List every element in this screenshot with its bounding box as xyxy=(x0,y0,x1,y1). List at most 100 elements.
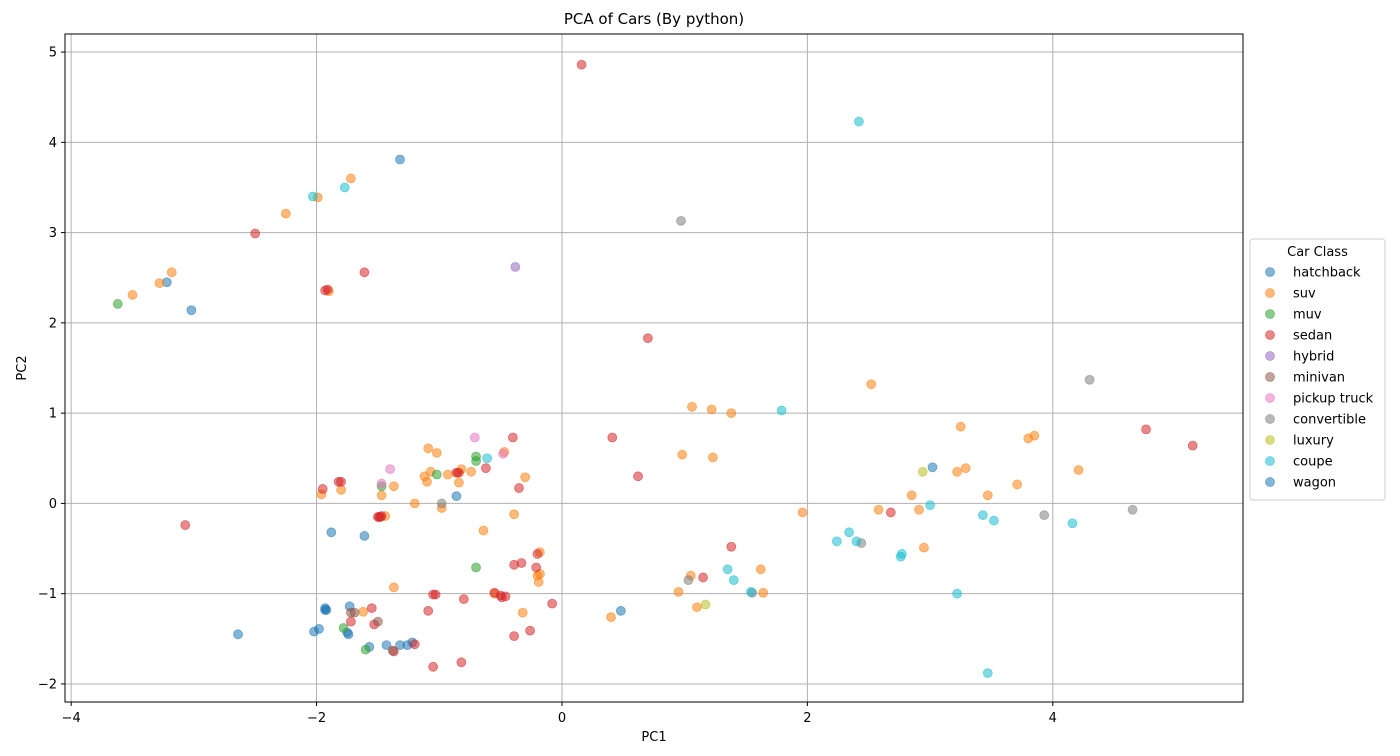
data-point xyxy=(409,639,420,650)
legend: Car Class hatchback suv muv sedan hybrid mini… xyxy=(1249,238,1386,501)
x-axis-label: PC1 xyxy=(641,730,666,745)
y-tick-label: 0 xyxy=(49,497,57,512)
legend-item: hybrid xyxy=(1265,350,1334,365)
legend-marker xyxy=(1265,414,1275,424)
data-point xyxy=(797,507,808,518)
legend-marker xyxy=(1265,330,1275,340)
data-point xyxy=(360,644,371,655)
data-point xyxy=(338,623,349,633)
data-point xyxy=(746,586,756,597)
data-point xyxy=(1039,510,1050,521)
y-tick-label: 2 xyxy=(49,316,57,331)
legend-label: muv xyxy=(1293,308,1322,323)
data-point xyxy=(531,562,542,573)
data-point xyxy=(385,464,396,475)
legend-label: convertible xyxy=(1293,413,1366,428)
legend-marker xyxy=(1265,435,1275,445)
series-luxury xyxy=(700,466,928,610)
data-point xyxy=(1141,424,1151,435)
data-point xyxy=(606,612,616,623)
y-tick-label: 4 xyxy=(49,136,57,151)
data-point xyxy=(431,469,442,480)
data-point xyxy=(687,401,697,412)
data-point xyxy=(509,509,520,520)
data-point xyxy=(376,490,387,501)
data-point xyxy=(500,591,511,602)
data-point xyxy=(1187,440,1198,451)
legend-marker xyxy=(1265,456,1275,466)
legend-item: convertible xyxy=(1265,413,1366,428)
series-suv xyxy=(127,173,1084,623)
y-axis-label: PC2 xyxy=(15,355,30,380)
series-pickup-truck xyxy=(376,432,508,489)
legend-item: suv xyxy=(1265,287,1316,302)
data-point xyxy=(395,154,405,165)
data-point xyxy=(683,575,694,586)
data-point xyxy=(480,463,491,474)
legend-label: luxury xyxy=(1293,434,1334,449)
data-point xyxy=(1029,430,1040,441)
data-point xyxy=(376,478,387,489)
data-point xyxy=(1012,479,1023,490)
data-point xyxy=(346,616,356,627)
legend-item: muv xyxy=(1265,308,1322,323)
data-point xyxy=(469,432,480,443)
data-point xyxy=(955,421,966,432)
data-point xyxy=(1067,518,1078,529)
data-point xyxy=(314,623,324,634)
data-point xyxy=(677,449,688,460)
data-point xyxy=(755,564,766,575)
y-tick-label: 5 xyxy=(49,46,57,61)
data-point xyxy=(359,267,370,278)
data-point xyxy=(642,333,653,344)
data-point xyxy=(112,299,123,309)
data-point xyxy=(525,625,535,636)
data-point xyxy=(1084,374,1095,385)
x-tick-label: 2 xyxy=(803,711,811,726)
legend-label: suv xyxy=(1293,287,1316,302)
data-point xyxy=(722,564,733,575)
legend-item: minivan xyxy=(1265,371,1345,386)
legend-marker xyxy=(1265,288,1275,298)
data-point xyxy=(471,456,481,466)
data-point xyxy=(906,490,917,501)
legend-label: hybrid xyxy=(1293,350,1334,365)
data-point xyxy=(854,116,864,127)
data-point xyxy=(700,599,711,610)
data-point xyxy=(516,558,527,568)
data-point xyxy=(509,631,520,642)
data-point xyxy=(358,606,369,617)
legend-box xyxy=(1249,238,1386,501)
data-point xyxy=(456,657,467,668)
data-point xyxy=(320,603,331,614)
chart-title: PCA of Cars (By python) xyxy=(564,10,744,28)
data-point xyxy=(430,589,441,600)
y-tick-label: 1 xyxy=(49,407,57,422)
data-point xyxy=(514,483,524,493)
data-point xyxy=(436,498,447,509)
legend-label: pickup truck xyxy=(1293,392,1374,407)
data-point xyxy=(919,542,929,553)
data-point xyxy=(478,525,489,536)
series-hybrid xyxy=(510,261,521,272)
x-tick-label: −2 xyxy=(307,711,326,726)
data-point xyxy=(498,448,508,459)
data-point xyxy=(127,289,138,300)
legend-marker xyxy=(1265,393,1275,403)
data-point xyxy=(428,661,439,672)
data-point xyxy=(607,432,618,443)
data-point xyxy=(726,541,737,552)
legend-label: minivan xyxy=(1293,371,1345,386)
data-point xyxy=(927,462,938,473)
data-point xyxy=(517,607,528,618)
data-point xyxy=(708,452,718,463)
series-coupe xyxy=(307,116,1078,679)
data-point xyxy=(431,447,442,458)
data-point xyxy=(952,588,962,599)
legend-item: coupe xyxy=(1265,455,1333,470)
data-point xyxy=(728,575,739,586)
data-point xyxy=(896,549,907,559)
data-point xyxy=(952,466,962,477)
data-point xyxy=(471,562,481,573)
